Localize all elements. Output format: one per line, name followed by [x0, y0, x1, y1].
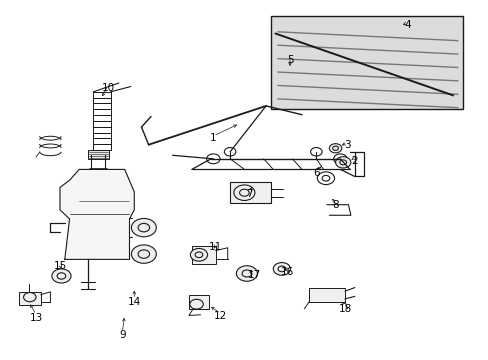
Circle shape	[190, 248, 207, 261]
Text: 5: 5	[286, 55, 293, 65]
Text: 18: 18	[338, 304, 351, 314]
Text: 6: 6	[312, 168, 319, 178]
Text: 4: 4	[403, 20, 410, 30]
Bar	[191, 246, 215, 264]
Bar	[19, 292, 41, 305]
Circle shape	[273, 262, 290, 275]
Text: 7: 7	[245, 189, 252, 199]
Circle shape	[131, 219, 156, 237]
Bar	[270, 16, 462, 109]
Polygon shape	[60, 170, 134, 259]
Circle shape	[131, 245, 156, 263]
Text: 17: 17	[247, 270, 260, 280]
Circle shape	[52, 269, 71, 283]
Text: 1: 1	[210, 133, 216, 143]
Circle shape	[335, 157, 350, 168]
Text: 16: 16	[281, 267, 294, 277]
Circle shape	[233, 185, 254, 201]
Text: 3: 3	[344, 140, 350, 150]
Text: 13: 13	[29, 312, 42, 323]
Bar	[189, 295, 208, 310]
Text: 9: 9	[119, 330, 125, 340]
Text: 14: 14	[127, 297, 141, 307]
Text: 15: 15	[53, 261, 66, 271]
Text: 11: 11	[209, 242, 222, 252]
Bar	[308, 288, 345, 302]
Text: 10: 10	[101, 83, 114, 93]
Bar	[230, 183, 270, 203]
Circle shape	[328, 144, 341, 153]
Text: 8: 8	[331, 200, 338, 210]
Text: 2: 2	[351, 156, 357, 166]
Text: 12: 12	[213, 311, 227, 321]
Circle shape	[236, 266, 257, 281]
Bar	[87, 150, 108, 159]
